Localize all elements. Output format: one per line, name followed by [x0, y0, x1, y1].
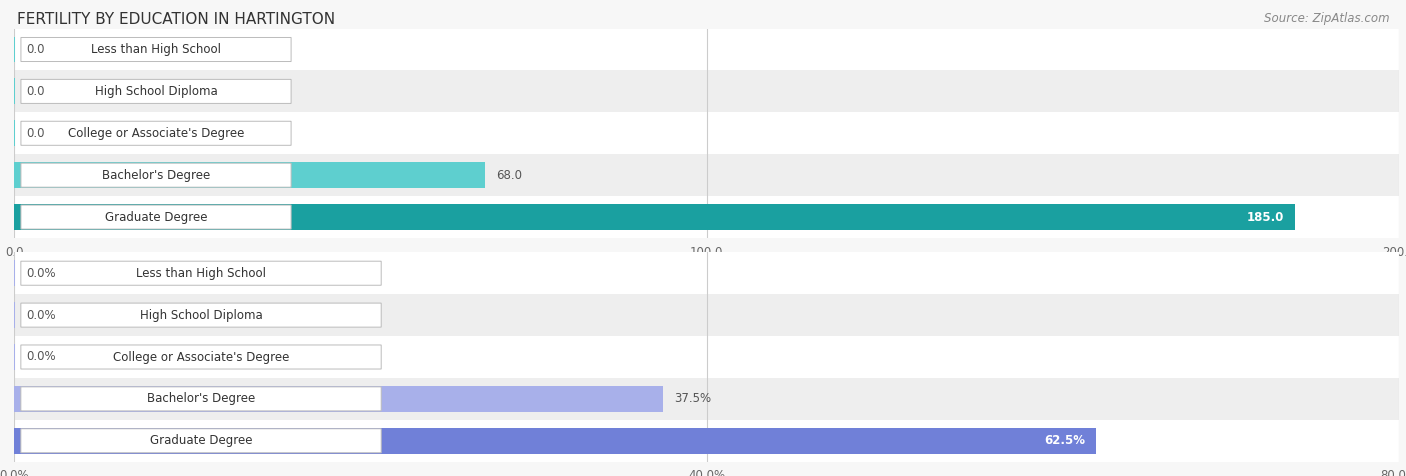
Bar [14, 336, 1399, 378]
Text: 37.5%: 37.5% [675, 392, 711, 406]
Text: 0.0%: 0.0% [27, 308, 56, 322]
Text: 0.0: 0.0 [27, 43, 45, 56]
Text: 0.0%: 0.0% [27, 350, 56, 364]
Bar [14, 70, 1399, 112]
Bar [14, 428, 1097, 454]
Text: High School Diploma: High School Diploma [139, 308, 263, 322]
Bar [14, 204, 1295, 230]
FancyBboxPatch shape [21, 261, 381, 285]
Bar [14, 420, 1399, 462]
Bar [14, 162, 485, 188]
Bar [14, 196, 1399, 238]
FancyBboxPatch shape [21, 303, 381, 327]
Bar [14, 112, 1399, 154]
Text: Less than High School: Less than High School [136, 267, 266, 280]
Bar [14, 154, 1399, 196]
Text: 0.0%: 0.0% [27, 267, 56, 280]
Text: College or Associate's Degree: College or Associate's Degree [112, 350, 290, 364]
Bar [14, 252, 1399, 294]
Text: 0.0: 0.0 [27, 127, 45, 140]
Text: Bachelor's Degree: Bachelor's Degree [146, 392, 254, 406]
FancyBboxPatch shape [21, 79, 291, 103]
Bar [14, 386, 664, 412]
FancyBboxPatch shape [21, 429, 381, 453]
Text: FERTILITY BY EDUCATION IN HARTINGTON: FERTILITY BY EDUCATION IN HARTINGTON [17, 12, 335, 27]
FancyBboxPatch shape [21, 38, 291, 61]
Text: 68.0: 68.0 [496, 169, 522, 182]
FancyBboxPatch shape [21, 205, 291, 229]
FancyBboxPatch shape [21, 387, 381, 411]
Text: Graduate Degree: Graduate Degree [150, 434, 252, 447]
Bar [14, 378, 1399, 420]
Text: 62.5%: 62.5% [1043, 434, 1085, 447]
Bar [14, 29, 1399, 70]
Text: College or Associate's Degree: College or Associate's Degree [67, 127, 245, 140]
FancyBboxPatch shape [21, 163, 291, 187]
Text: Bachelor's Degree: Bachelor's Degree [101, 169, 209, 182]
Text: Less than High School: Less than High School [91, 43, 221, 56]
Bar [14, 294, 1399, 336]
Text: Graduate Degree: Graduate Degree [105, 210, 207, 224]
Text: 0.0: 0.0 [27, 85, 45, 98]
FancyBboxPatch shape [21, 121, 291, 145]
Text: Source: ZipAtlas.com: Source: ZipAtlas.com [1264, 12, 1389, 25]
FancyBboxPatch shape [21, 345, 381, 369]
Text: High School Diploma: High School Diploma [94, 85, 218, 98]
Text: 185.0: 185.0 [1247, 210, 1284, 224]
